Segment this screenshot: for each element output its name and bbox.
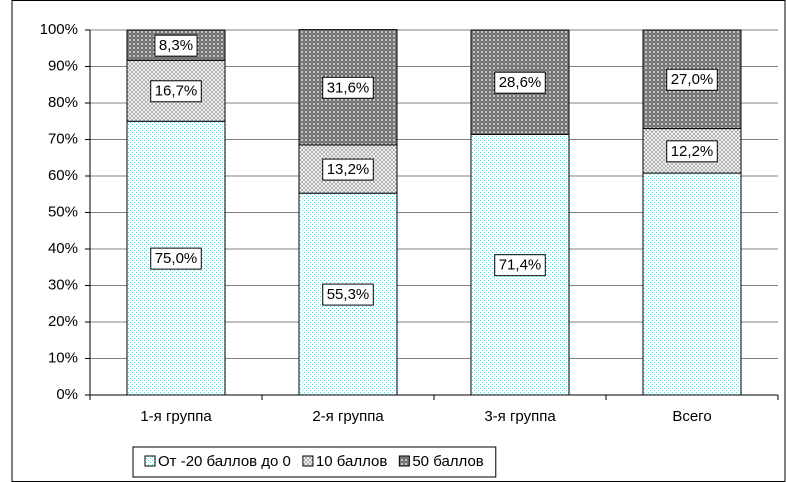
data-label-text: 8,3% (159, 37, 193, 54)
bar-segment (642, 172, 742, 396)
data-label: 12,2% (666, 140, 718, 163)
legend-label: 50 баллов (412, 453, 483, 470)
x-tick-label: 2-я группа (312, 408, 384, 425)
data-label: 28,6% (494, 71, 546, 94)
data-label-box (494, 254, 546, 277)
data-label: 16,7% (150, 80, 202, 103)
data-label-box (150, 247, 202, 270)
legend: От -20 баллов до 0 10 баллов 50 баллов (132, 446, 497, 478)
data-label: 13,2% (322, 158, 374, 181)
data-label: 31,6% (322, 76, 374, 99)
data-label-text: 27,0% (671, 71, 714, 88)
data-label-text: 13,2% (327, 161, 370, 178)
legend-swatch (398, 455, 410, 467)
data-label: 27,0% (666, 68, 718, 91)
x-tick-label: 3-я группа (484, 408, 556, 425)
legend-label: 10 баллов (316, 453, 387, 470)
y-tick-label: 60% (48, 167, 78, 184)
data-label-text: 12,2% (671, 143, 714, 160)
data-label: 8,3% (154, 34, 198, 57)
data-label-box (322, 76, 374, 99)
data-label: 55,3% (322, 283, 374, 306)
y-tick-label: 50% (48, 203, 78, 220)
y-tick-label: 0% (56, 386, 78, 403)
legend-label: От -20 баллов до 0 (158, 453, 291, 470)
bar-segment (126, 120, 226, 396)
data-label-box (494, 71, 546, 94)
x-tick-label: Всего (672, 408, 711, 425)
data-label-box (322, 283, 374, 306)
y-tick-label: 40% (48, 240, 78, 257)
data-label-box (666, 68, 718, 91)
legend-swatch (302, 455, 314, 467)
legend-box (132, 446, 497, 478)
x-tick-label: 1-я группа (140, 408, 212, 425)
data-label-text: 31,6% (327, 79, 370, 96)
data-label-text: 16,7% (155, 83, 198, 100)
data-label-text: 71,4% (499, 257, 542, 274)
legend-swatch (144, 455, 156, 467)
data-label: 75,0% (150, 247, 202, 270)
data-label-box (666, 140, 718, 163)
data-label-text: 55,3% (327, 286, 370, 303)
y-tick-label: 90% (48, 57, 78, 74)
data-label-box (322, 158, 374, 181)
data-label: 71,4% (494, 254, 546, 277)
y-tick-label: 80% (48, 94, 78, 111)
y-tick-label: 10% (48, 349, 78, 366)
data-label-box (150, 80, 202, 103)
data-label-text: 28,6% (499, 74, 542, 91)
y-tick-label: 20% (48, 313, 78, 330)
y-tick-label: 70% (48, 130, 78, 147)
data-label-text: 75,0% (155, 250, 198, 267)
y-tick-label: 100% (40, 21, 78, 38)
y-tick-label: 30% (48, 276, 78, 293)
data-label-box (154, 34, 198, 57)
